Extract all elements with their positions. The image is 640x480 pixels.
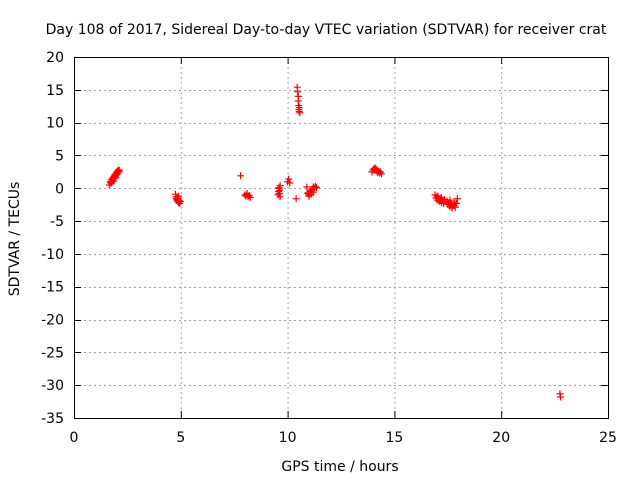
y-tick-label: -10 — [41, 247, 64, 263]
x-axis-label: GPS time / hours — [281, 459, 398, 475]
y-tick-label: 20 — [46, 50, 64, 66]
data-point — [556, 390, 564, 398]
y-tick-label: 15 — [46, 83, 64, 99]
data-point — [557, 393, 565, 401]
data-point — [294, 88, 302, 96]
y-tick-label: -20 — [41, 313, 64, 329]
x-tick-label: 25 — [599, 430, 617, 446]
grid — [74, 57, 608, 418]
y-axis-label: SDTVAR / TECUs — [7, 182, 23, 297]
data-point — [246, 193, 254, 201]
data-point — [296, 109, 304, 117]
plot-frame — [74, 57, 609, 419]
data-point — [175, 192, 183, 200]
y-tick-label: -15 — [41, 280, 64, 296]
x-tick-label: 5 — [176, 430, 185, 446]
data-point — [292, 195, 300, 203]
y-tick-label: 5 — [55, 148, 64, 164]
data-point — [437, 193, 445, 201]
data-points — [105, 83, 565, 401]
y-tick-label: -5 — [50, 214, 64, 230]
y-tick-label: 0 — [55, 181, 64, 197]
chart-title: Day 108 of 2017, Sidereal Day-to-day VTE… — [46, 22, 607, 38]
data-point — [114, 170, 122, 178]
axis-ticks — [74, 57, 609, 419]
y-tick-label: 10 — [46, 116, 64, 132]
y-tick-label: -35 — [41, 411, 64, 427]
data-point — [375, 169, 383, 177]
data-point — [433, 192, 441, 200]
data-point — [450, 201, 458, 209]
data-point — [286, 179, 294, 187]
data-point — [309, 183, 317, 191]
tick-labels: 0 5 10 15 20 25 -35 -30 -25 -20 -15 -10 -5 0 5 10 15 20 — [41, 50, 617, 446]
data-point — [115, 167, 123, 175]
x-tick-label: 20 — [492, 430, 510, 446]
data-point — [276, 193, 284, 201]
data-point — [303, 183, 311, 191]
data-point — [112, 174, 120, 182]
x-tick-label: 15 — [385, 430, 403, 446]
y-tick-label: -30 — [41, 378, 64, 394]
data-point — [285, 175, 293, 183]
data-point — [237, 172, 245, 180]
data-point — [243, 190, 251, 198]
data-point — [446, 196, 454, 204]
plot-border — [74, 57, 609, 419]
data-point — [304, 189, 312, 197]
y-tick-label: -25 — [41, 345, 64, 361]
data-point — [453, 195, 461, 203]
data-point — [275, 184, 283, 192]
x-tick-label: 0 — [70, 430, 79, 446]
data-point — [312, 184, 320, 192]
x-tick-label: 10 — [279, 430, 297, 446]
